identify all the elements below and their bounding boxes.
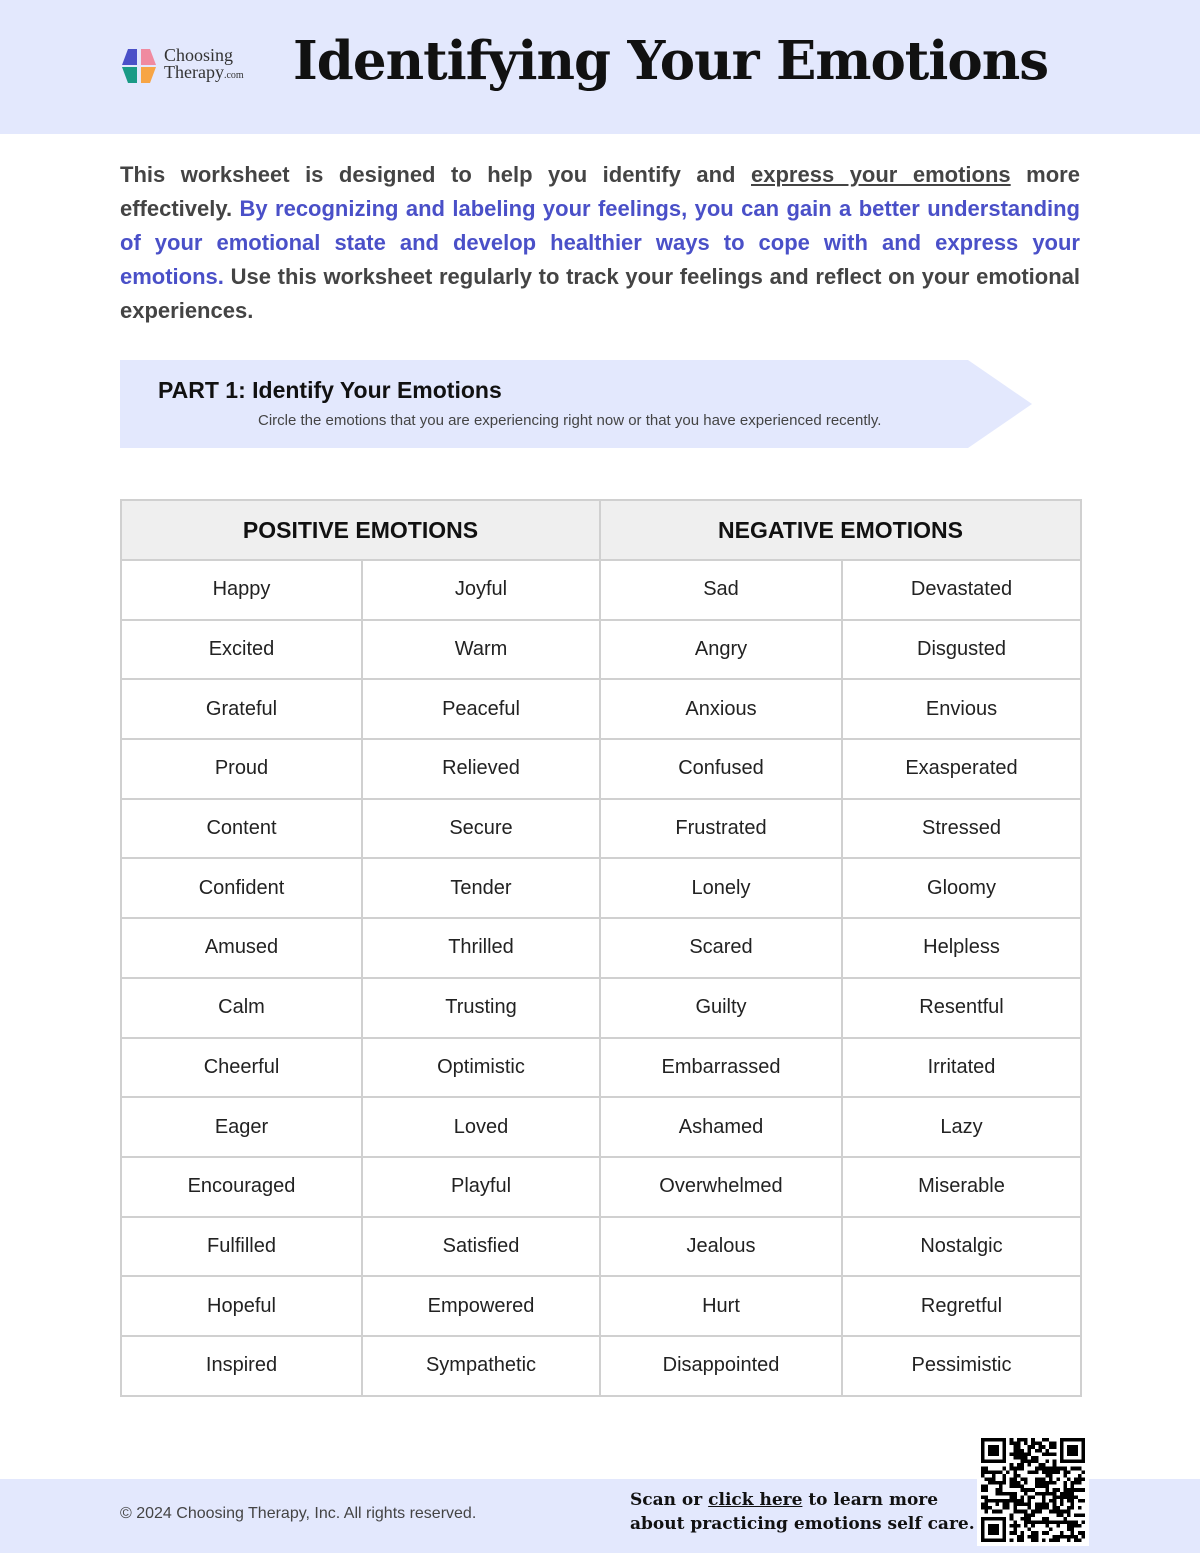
emotion-cell[interactable]: Exasperated (841, 738, 1082, 800)
emotion-cell[interactable]: Ashamed (599, 1096, 843, 1158)
intro-text: more effectively. (120, 162, 1080, 221)
emotion-cell[interactable]: Devastated (841, 559, 1082, 621)
emotion-cell[interactable]: Peaceful (361, 678, 601, 741)
table-row: Calm Trusting Guilty Resentful (120, 976, 1082, 1039)
part1-subtitle: Circle the emotions that you are experie… (258, 412, 882, 429)
emotion-cell[interactable]: Embarrassed (599, 1036, 843, 1099)
emotion-cell[interactable]: Scared (599, 917, 843, 979)
positive-emotions-header: POSITIVE EMOTIONS (120, 499, 601, 561)
emotion-cell[interactable]: Relieved (361, 738, 601, 800)
table-row: Cheerful Optimistic Embarrassed Irritated (120, 1036, 1082, 1099)
table-row: Encouraged Playful Overwhelmed Miserable (120, 1155, 1082, 1218)
emotion-cell[interactable]: Hopeful (120, 1275, 363, 1337)
table-row: Confident Tender Lonely Gloomy (120, 857, 1082, 920)
page-header: Choosing Therapy.com Identifying Your Emo… (0, 0, 1200, 134)
emotion-cell[interactable]: Excited (120, 618, 363, 681)
table-row: Content Secure Frustrated Stressed (120, 797, 1082, 860)
emotion-cell[interactable]: Guilty (599, 976, 843, 1039)
click-here-link[interactable]: click here (708, 1490, 803, 1510)
copyright: © 2024 Choosing Therapy, Inc. All rights… (120, 1505, 477, 1522)
table-row: Happy Joyful Sad Devastated (120, 559, 1082, 621)
scan-text-part: Scan or (630, 1490, 709, 1510)
logo-text: .com (223, 70, 244, 81)
emotion-cell[interactable]: Grateful (120, 678, 363, 741)
logo-text: Therapy (164, 62, 224, 82)
express-emotions-link[interactable]: express your emotions (751, 162, 1011, 187)
emotion-cell[interactable]: Empowered (361, 1275, 601, 1337)
emotion-cell[interactable]: Trusting (361, 976, 601, 1039)
emotion-cell[interactable]: Eager (120, 1096, 363, 1158)
emotion-cell[interactable]: Confused (599, 738, 843, 800)
page-title: Identifying Your Emotions (293, 30, 1049, 92)
intro-text: This worksheet is designed to help you i… (120, 162, 751, 187)
emotion-cell[interactable]: Proud (120, 738, 363, 800)
emotion-cell[interactable]: Jealous (599, 1215, 843, 1278)
emotion-cell[interactable]: Loved (361, 1096, 601, 1158)
emotion-cell[interactable]: Hurt (599, 1275, 843, 1337)
emotion-cell[interactable]: Secure (361, 797, 601, 860)
banner-arrow-shape (120, 360, 1032, 448)
emotion-cell[interactable]: Overwhelmed (599, 1155, 843, 1218)
intro-paragraph: This worksheet is designed to help you i… (120, 158, 1080, 328)
emotion-cell[interactable]: Thrilled (361, 917, 601, 979)
emotion-cell[interactable]: Satisfied (361, 1215, 601, 1278)
emotion-cell[interactable]: Playful (361, 1155, 601, 1218)
table-row: Eager Loved Ashamed Lazy (120, 1096, 1082, 1158)
table-row: Fulfilled Satisfied Jealous Nostalgic (120, 1215, 1082, 1278)
scan-text-part: to learn more (802, 1490, 939, 1510)
intro-highlight: By recognizing and labeling your feeling… (120, 196, 1080, 289)
intro-text: Use this worksheet regularly to track yo… (120, 264, 1080, 323)
emotion-cell[interactable]: Irritated (841, 1036, 1082, 1099)
emotions-table: POSITIVE EMOTIONS NEGATIVE EMOTIONS Happ… (120, 499, 1082, 1397)
table-row: Proud Relieved Confused Exasperated (120, 738, 1082, 800)
qr-code-icon[interactable] (977, 1434, 1089, 1546)
emotion-cell[interactable]: Lazy (841, 1096, 1082, 1158)
table-row: Inspired Sympathetic Disappointed Pessimist… (120, 1334, 1082, 1397)
emotion-cell[interactable]: Warm (361, 618, 601, 681)
emotion-cell[interactable]: Nostalgic (841, 1215, 1082, 1278)
choosing-therapy-logo[interactable]: Choosing Therapy.com (120, 45, 260, 87)
table-row: Grateful Peaceful Anxious Envious (120, 678, 1082, 741)
emotion-cell[interactable]: Miserable (841, 1155, 1082, 1218)
emotion-cell[interactable]: Stressed (841, 797, 1082, 860)
part1-title: PART 1: Identify Your Emotions (158, 377, 502, 403)
emotion-cell[interactable]: Resentful (841, 976, 1082, 1039)
part1-banner: PART 1: Identify Your Emotions Circle th… (120, 360, 1032, 448)
emotion-cell[interactable]: Regretful (841, 1275, 1082, 1337)
table-row: Hopeful Empowered Hurt Regretful (120, 1275, 1082, 1337)
emotion-cell[interactable]: Pessimistic (841, 1334, 1082, 1397)
logo-text: Choosing (164, 45, 234, 65)
emotion-cell[interactable]: Tender (361, 857, 601, 920)
emotion-cell[interactable]: Angry (599, 618, 843, 681)
emotion-cell[interactable]: Encouraged (120, 1155, 363, 1218)
emotion-cell[interactable]: Joyful (361, 559, 601, 621)
emotion-cell[interactable]: Inspired (120, 1334, 363, 1397)
emotion-cell[interactable]: Amused (120, 917, 363, 979)
emotion-cell[interactable]: Gloomy (841, 857, 1082, 920)
scan-text: Scan or click here to learn more about pr… (630, 1488, 975, 1536)
emotion-cell[interactable]: Disgusted (841, 618, 1082, 681)
emotion-cell[interactable]: Happy (120, 559, 363, 621)
emotion-cell[interactable]: Sympathetic (361, 1334, 601, 1397)
emotion-cell[interactable]: Sad (599, 559, 843, 621)
emotion-cell[interactable]: Envious (841, 678, 1082, 741)
table-row: Excited Warm Angry Disgusted (120, 618, 1082, 681)
emotion-cell[interactable]: Disappointed (599, 1334, 843, 1397)
emotion-cell[interactable]: Fulfilled (120, 1215, 363, 1278)
emotion-cell[interactable]: Frustrated (599, 797, 843, 860)
emotion-cell[interactable]: Content (120, 797, 363, 860)
scan-text-part: about practicing emotions self care. (630, 1514, 975, 1534)
emotion-cell[interactable]: Confident (120, 857, 363, 920)
table-row: Amused Thrilled Scared Helpless (120, 917, 1082, 979)
negative-emotions-header: NEGATIVE EMOTIONS (599, 499, 1082, 561)
emotion-cell[interactable]: Optimistic (361, 1036, 601, 1099)
emotion-cell[interactable]: Cheerful (120, 1036, 363, 1099)
emotion-cell[interactable]: Lonely (599, 857, 843, 920)
emotion-cell[interactable]: Helpless (841, 917, 1082, 979)
emotion-cell[interactable]: Anxious (599, 678, 843, 741)
logo-mark-icon (122, 49, 156, 83)
emotion-cell[interactable]: Calm (120, 976, 363, 1039)
